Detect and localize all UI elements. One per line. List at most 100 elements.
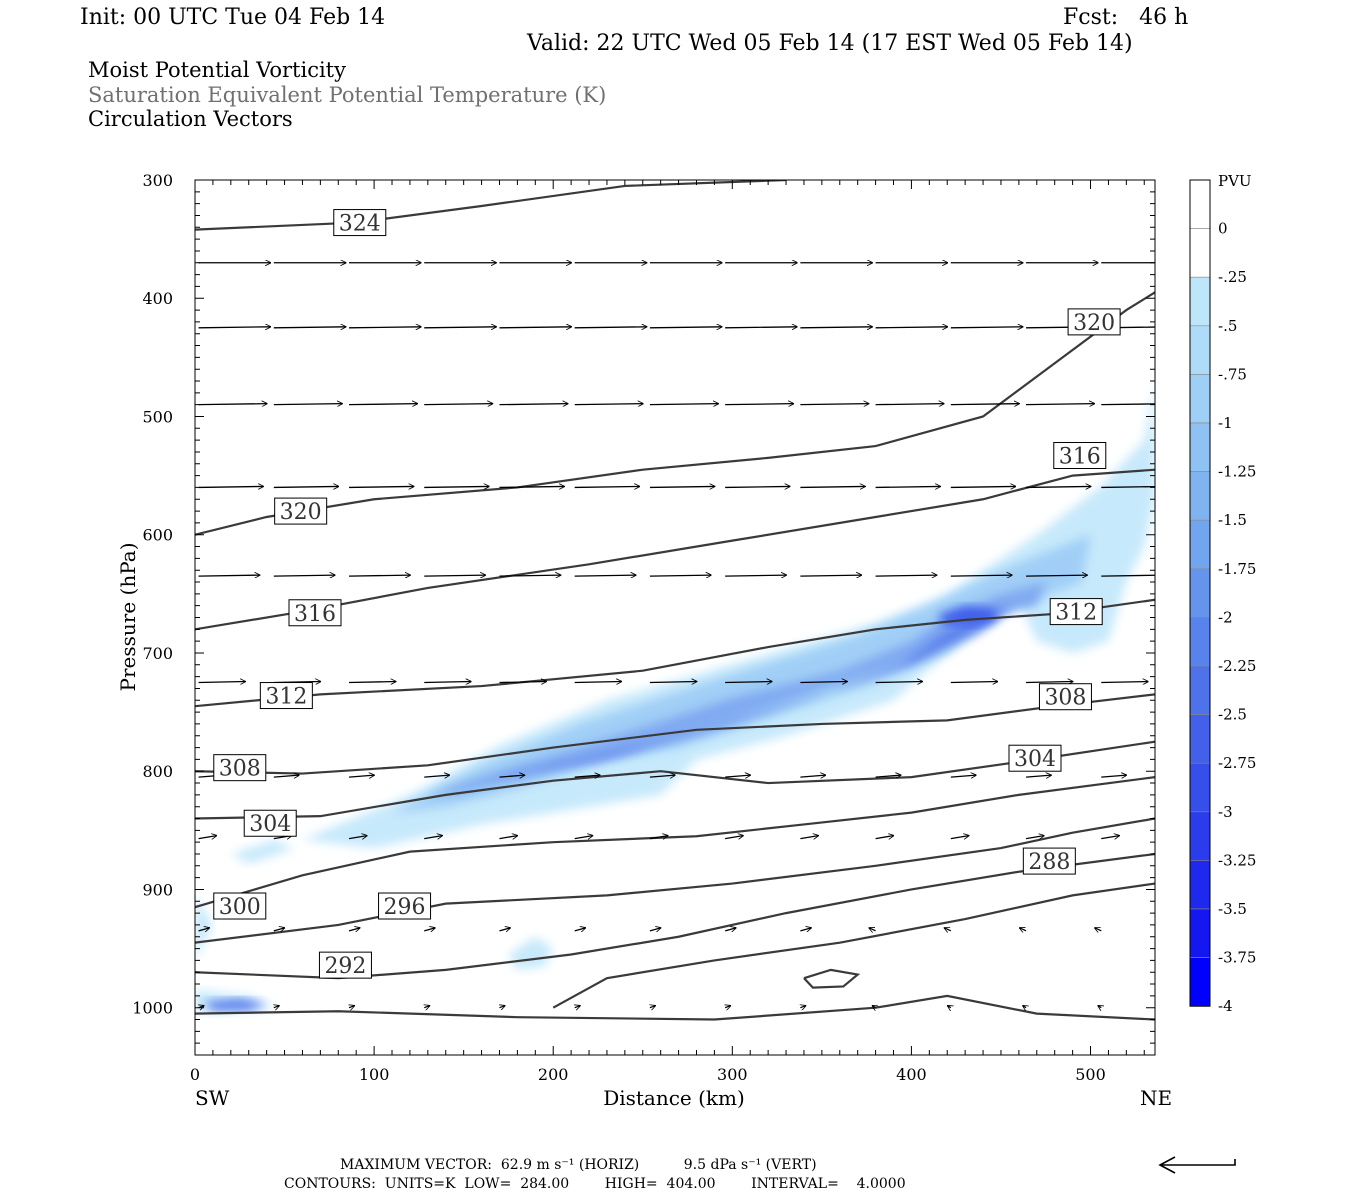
mpv-shaded-region: [392, 534, 1091, 813]
circulation-vector: [198, 575, 260, 576]
circulation-vector: [1026, 682, 1073, 683]
circulation-vector: [499, 775, 524, 777]
circulation-vector: [800, 928, 811, 931]
colorbar-label: -1.5: [1218, 511, 1247, 529]
circulation-vector: [499, 404, 567, 405]
forecast-hour: Fcst: 46 h: [1063, 5, 1189, 30]
contour-label-text: 324: [339, 212, 381, 237]
circulation-vector: [1101, 775, 1126, 777]
circulation-vector: [724, 928, 736, 931]
colorbar-swatch: [1189, 519, 1211, 570]
circulation-vector: [198, 486, 264, 487]
theta-es-contour: [195, 693, 1155, 775]
contour-label-box: [213, 754, 267, 782]
circulation-vector: [725, 836, 743, 839]
contour-label-box: [243, 809, 297, 837]
circulation-vector: [1101, 403, 1155, 406]
x-end-label-ne: NE: [1140, 1086, 1172, 1110]
circulation-vector: [348, 775, 374, 777]
contour-label-text: 308: [1044, 686, 1086, 711]
circulation-vector: [950, 836, 969, 839]
theta-es-contour: [195, 468, 1155, 631]
circulation-vector: [1095, 928, 1102, 931]
circulation-vector: [1101, 485, 1155, 489]
theta-es-contour-label: 292: [318, 951, 372, 979]
circulation-vector: [499, 486, 564, 487]
y-tick-label: 700: [142, 644, 173, 663]
colorbar-label: -1.25: [1218, 463, 1256, 481]
colorbar-frame: [1189, 179, 1211, 1007]
circulation-vector: [273, 404, 342, 405]
circulation-vector: [424, 327, 496, 328]
title-theta-es: Saturation Equivalent Potential Temperat…: [88, 83, 607, 107]
theta-es-contour-label: 300: [213, 892, 267, 920]
circulation-vector: [273, 575, 335, 576]
circulation-vector: [499, 836, 517, 839]
circulation-vector: [574, 575, 636, 576]
x-tick-label: 0: [190, 1065, 200, 1084]
circulation-vector: [800, 775, 825, 777]
y-tick-label: 1000: [132, 999, 173, 1018]
colorbar-unit: PVU: [1218, 172, 1252, 190]
circulation-vector: [725, 327, 797, 328]
circulation-vector: [649, 775, 675, 777]
contour-label-text: 296: [384, 895, 426, 920]
circulation-vector: [725, 575, 786, 576]
init-time: Init: 00 UTC Tue 04 Feb 14: [80, 5, 386, 30]
circulation-vector: [1025, 836, 1044, 839]
mpv-shaded-region: [508, 936, 554, 970]
colorbar-label: -3: [1218, 803, 1233, 821]
y-tick-label: 800: [142, 762, 173, 781]
mpv-shading: [195, 381, 1155, 1014]
title-vectors: Circulation Vectors: [88, 107, 293, 131]
circulation-vector: [800, 836, 818, 839]
contour-label-box: [1022, 847, 1076, 875]
title-mpv: Moist Potential Vorticity: [88, 58, 346, 82]
circulation-vector: [950, 327, 1023, 328]
mpv-shaded-region: [427, 582, 1046, 795]
circulation-vector: [349, 404, 417, 405]
circulation-vector: [872, 1006, 875, 1008]
circulation-vector: [574, 775, 600, 777]
circulation-vector: [424, 575, 485, 576]
circulation-vector: [649, 682, 697, 683]
circulation-vector: [649, 575, 711, 576]
circulation-vector: [499, 327, 571, 328]
circulation-vector: [349, 1006, 354, 1008]
theta-es-contour: [195, 994, 1155, 1021]
colorbar-swatch: [1189, 762, 1211, 813]
contour-label-box: [1067, 308, 1121, 336]
circulation-vector: [1025, 775, 1051, 777]
y-tick-label: 400: [142, 289, 173, 308]
contour-label-box: [333, 209, 387, 237]
theta-es-contour: [803, 968, 861, 989]
valid-time: Valid: 22 UTC Wed 05 Feb 14 (17 EST Wed …: [527, 31, 1133, 56]
circulation-vector: [725, 682, 772, 683]
colorbar-swatch: [1189, 374, 1211, 424]
colorbar-label: -3.5: [1218, 900, 1247, 918]
circulation-vector: [725, 1006, 730, 1008]
circulation-vector: [649, 327, 722, 328]
circulation-vector: [198, 327, 271, 328]
theta-es-contour-label: 316: [288, 599, 342, 627]
circulation-vector: [1101, 682, 1148, 683]
circulation-vector: [875, 575, 937, 576]
circulation-vector: [875, 836, 894, 839]
circulation-vector: [574, 327, 647, 328]
circulation-vector: [800, 486, 865, 487]
contour-label-box: [1008, 744, 1062, 772]
circulation-vector: [499, 682, 546, 683]
circulation-vector: [649, 836, 668, 839]
circulation-vector: [875, 775, 901, 777]
contour-label-box: [378, 892, 432, 920]
circulation-vector: [349, 682, 396, 683]
colorbar-label: -.75: [1218, 365, 1247, 383]
circulation-vector: [875, 404, 944, 405]
circulation-vector: [574, 486, 640, 487]
circulation-vector: [800, 575, 861, 576]
contour-label-box: [259, 682, 313, 710]
contour-label-text: 316: [1059, 445, 1101, 470]
circulation-vector: [1098, 1006, 1101, 1008]
circulation-vector: [499, 1006, 504, 1008]
circulation-vector: [349, 486, 414, 487]
